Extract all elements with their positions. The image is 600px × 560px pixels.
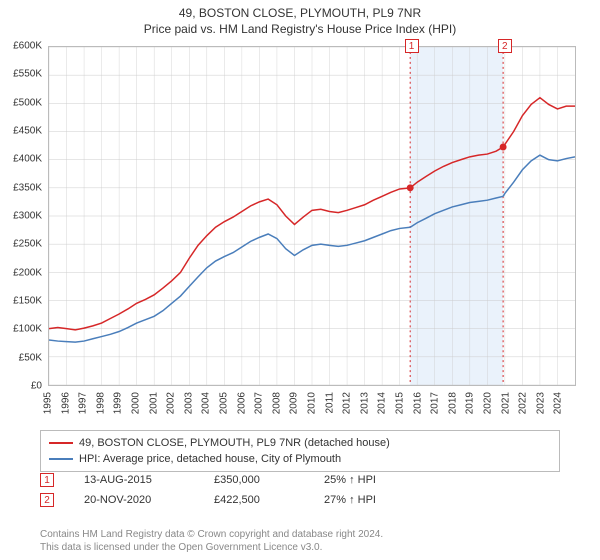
sale-marker-icon: 1 bbox=[40, 473, 54, 487]
y-tick-label: £400K bbox=[13, 154, 42, 165]
y-axis-ticks: £0£50K£100K£150K£200K£250K£300K£350K£400… bbox=[0, 46, 46, 386]
x-tick-label: 2009 bbox=[289, 392, 300, 414]
x-tick-label: 1998 bbox=[95, 392, 106, 414]
sale-row: 2 20-NOV-2020 £422,500 27% ↑ HPI bbox=[40, 490, 560, 510]
x-tick-label: 2007 bbox=[254, 392, 265, 414]
legend-swatch bbox=[49, 458, 73, 460]
x-tick-label: 2012 bbox=[342, 392, 353, 414]
x-tick-label: 2013 bbox=[359, 392, 370, 414]
sale-delta: 25% ↑ HPI bbox=[324, 474, 424, 486]
y-tick-label: £550K bbox=[13, 69, 42, 80]
y-tick-label: £350K bbox=[13, 182, 42, 193]
y-tick-label: £250K bbox=[13, 239, 42, 250]
y-tick-label: £50K bbox=[19, 352, 42, 363]
legend-row: 49, BOSTON CLOSE, PLYMOUTH, PL9 7NR (det… bbox=[49, 435, 551, 451]
y-tick-label: £200K bbox=[13, 267, 42, 278]
legend: 49, BOSTON CLOSE, PLYMOUTH, PL9 7NR (det… bbox=[40, 430, 560, 472]
x-tick-label: 2011 bbox=[324, 392, 335, 414]
chart-svg bbox=[49, 47, 575, 385]
sale-price: £422,500 bbox=[214, 494, 294, 506]
x-tick-label: 2018 bbox=[447, 392, 458, 414]
x-tick-label: 2002 bbox=[166, 392, 177, 414]
footer: Contains HM Land Registry data © Crown c… bbox=[40, 528, 560, 554]
sale-delta: 27% ↑ HPI bbox=[324, 494, 424, 506]
x-tick-label: 1999 bbox=[113, 392, 124, 414]
x-tick-label: 2016 bbox=[412, 392, 423, 414]
y-tick-label: £500K bbox=[13, 97, 42, 108]
x-tick-label: 2023 bbox=[535, 392, 546, 414]
footer-line-2: This data is licensed under the Open Gov… bbox=[40, 541, 560, 554]
x-tick-label: 2008 bbox=[271, 392, 282, 414]
legend-label: HPI: Average price, detached house, City… bbox=[79, 453, 341, 465]
sales-table: 1 13-AUG-2015 £350,000 25% ↑ HPI 2 20-NOV-202… bbox=[40, 470, 560, 510]
sale-marker-icon: 2 bbox=[40, 493, 54, 507]
x-tick-label: 2014 bbox=[377, 392, 388, 414]
sale-marker-2: 2 bbox=[498, 39, 512, 53]
x-tick-label: 2010 bbox=[307, 392, 318, 414]
sale-date: 20-NOV-2020 bbox=[84, 494, 184, 506]
x-tick-label: 2000 bbox=[131, 392, 142, 414]
x-tick-label: 2021 bbox=[500, 392, 511, 414]
x-tick-label: 1997 bbox=[78, 392, 89, 414]
y-tick-label: £0 bbox=[31, 381, 42, 392]
sale-date: 13-AUG-2015 bbox=[84, 474, 184, 486]
sale-price: £350,000 bbox=[214, 474, 294, 486]
y-tick-label: £100K bbox=[13, 324, 42, 335]
x-tick-label: 2022 bbox=[518, 392, 529, 414]
legend-swatch bbox=[49, 442, 73, 444]
legend-label: 49, BOSTON CLOSE, PLYMOUTH, PL9 7NR (det… bbox=[79, 437, 390, 449]
plot-area: 12 bbox=[48, 46, 576, 386]
x-tick-label: 2004 bbox=[201, 392, 212, 414]
x-tick-label: 2017 bbox=[430, 392, 441, 414]
x-axis-ticks: 1995199619971998199920002001200220032004… bbox=[48, 388, 576, 430]
x-tick-label: 2020 bbox=[483, 392, 494, 414]
x-tick-label: 2006 bbox=[236, 392, 247, 414]
chart-title: 49, BOSTON CLOSE, PLYMOUTH, PL9 7NR bbox=[0, 6, 600, 20]
x-tick-label: 2015 bbox=[395, 392, 406, 414]
sale-marker-1: 1 bbox=[405, 39, 419, 53]
chart-subtitle: Price paid vs. HM Land Registry's House … bbox=[0, 22, 600, 36]
y-tick-label: £450K bbox=[13, 126, 42, 137]
footer-line-1: Contains HM Land Registry data © Crown c… bbox=[40, 528, 560, 541]
x-tick-label: 2024 bbox=[553, 392, 564, 414]
sale-row: 1 13-AUG-2015 £350,000 25% ↑ HPI bbox=[40, 470, 560, 490]
x-tick-label: 1996 bbox=[60, 392, 71, 414]
chart-header: 49, BOSTON CLOSE, PLYMOUTH, PL9 7NR Pric… bbox=[0, 0, 600, 36]
y-tick-label: £150K bbox=[13, 296, 42, 307]
x-tick-label: 2003 bbox=[183, 392, 194, 414]
legend-row: HPI: Average price, detached house, City… bbox=[49, 451, 551, 467]
x-tick-label: 2001 bbox=[148, 392, 159, 414]
y-tick-label: £600K bbox=[13, 41, 42, 52]
x-tick-label: 1995 bbox=[43, 392, 54, 414]
x-tick-label: 2019 bbox=[465, 392, 476, 414]
y-tick-label: £300K bbox=[13, 211, 42, 222]
x-tick-label: 2005 bbox=[219, 392, 230, 414]
